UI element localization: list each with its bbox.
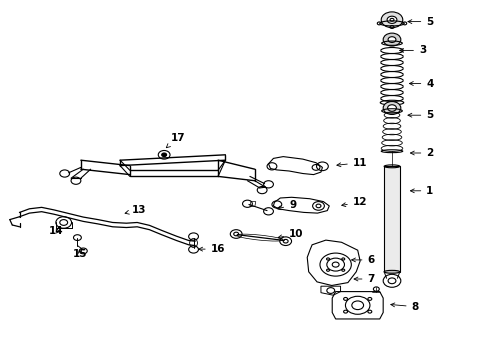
Circle shape <box>381 12 403 28</box>
Text: 7: 7 <box>354 274 375 284</box>
Text: 17: 17 <box>166 132 185 148</box>
Text: 4: 4 <box>410 78 434 89</box>
Text: 5: 5 <box>408 110 434 120</box>
Text: 13: 13 <box>125 204 147 215</box>
Text: 15: 15 <box>73 249 87 259</box>
Circle shape <box>388 105 396 111</box>
Text: 9: 9 <box>277 200 296 210</box>
Polygon shape <box>384 166 400 272</box>
Text: 16: 16 <box>199 244 225 254</box>
Text: 8: 8 <box>391 302 419 312</box>
Circle shape <box>383 102 401 114</box>
Text: 14: 14 <box>49 226 64 236</box>
Circle shape <box>162 153 167 157</box>
Ellipse shape <box>384 270 400 273</box>
Text: 2: 2 <box>411 148 434 158</box>
Text: 6: 6 <box>352 255 375 265</box>
Text: 10: 10 <box>278 229 304 239</box>
Text: 3: 3 <box>400 45 426 55</box>
Text: 5: 5 <box>408 17 434 27</box>
Text: 12: 12 <box>342 197 368 207</box>
Circle shape <box>388 37 396 42</box>
Text: 11: 11 <box>337 158 368 168</box>
Circle shape <box>383 33 401 46</box>
Text: 1: 1 <box>411 186 434 196</box>
Circle shape <box>387 16 397 23</box>
